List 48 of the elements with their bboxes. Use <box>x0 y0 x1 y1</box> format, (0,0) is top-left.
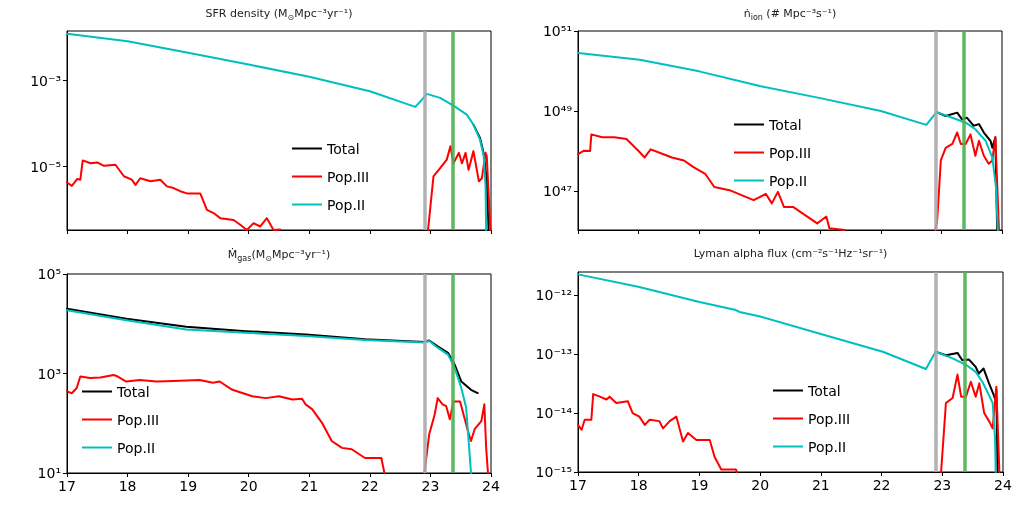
line-series <box>577 52 999 231</box>
line-series <box>66 32 488 231</box>
x-tick-label: 23 <box>933 477 952 493</box>
y-tick-label: 10⁻¹⁴ <box>535 405 573 422</box>
legend-label: Pop.III <box>117 411 160 428</box>
x-tick-label: 22 <box>360 478 379 494</box>
y-tick-label: 10¹ <box>37 465 61 481</box>
x-tick-label: 20 <box>239 478 258 494</box>
x-tick-label: 21 <box>300 478 319 494</box>
legend-label: Total <box>768 116 802 133</box>
legend-label: Pop.II <box>769 172 808 189</box>
x-tick-label: 19 <box>179 478 198 494</box>
y-tick-label: 10⁴⁷ <box>542 183 572 200</box>
y-tick-label: 10⁻³ <box>30 72 61 89</box>
legend-label: Total <box>807 382 841 399</box>
y-tick-label: 10⁻¹³ <box>535 346 572 363</box>
chart-title: Ṁ$_{gas}$(M$_{⊙}$Mpc⁻³yr⁻¹) <box>227 248 331 266</box>
x-tick-label: 17 <box>58 478 76 494</box>
legend-label: Pop.III <box>327 168 370 185</box>
y-tick-label: 10⁻¹⁵ <box>535 464 572 480</box>
line-series <box>66 309 473 474</box>
y-tick-label: 10⁻¹² <box>535 287 572 304</box>
line-series <box>577 273 997 473</box>
x-tick-label: 23 <box>421 478 440 494</box>
x-tick-label: 24 <box>482 478 500 494</box>
y-tick-label: 10⁴⁹ <box>542 103 573 119</box>
y-tick-label: 10³ <box>37 365 61 382</box>
x-tick-label: 21 <box>811 477 830 493</box>
chart-title: Lyman alpha flux (cm⁻²s⁻¹Hz⁻¹sr⁻¹) <box>693 247 888 261</box>
legend-label: Pop.II <box>327 196 366 213</box>
x-tick-label: 22 <box>872 477 891 493</box>
legend-label: Pop.III <box>769 144 812 161</box>
legend-label: Pop.III <box>808 410 851 427</box>
x-tick-label: 20 <box>751 477 770 493</box>
legend-label: Total <box>116 383 150 400</box>
legend-label: Total <box>326 140 360 157</box>
legend-label: Pop.II <box>117 439 156 456</box>
x-tick-label: 19 <box>690 477 709 493</box>
x-tick-label: 18 <box>629 477 648 493</box>
legend-label: Pop.II <box>808 438 847 455</box>
x-tick-label: 18 <box>118 478 137 494</box>
x-tick-label: 24 <box>994 477 1012 493</box>
x-tick-label: 17 <box>569 477 587 493</box>
y-tick-label: 10⁵¹ <box>542 23 572 39</box>
y-tick-label: 10⁵ <box>37 266 61 282</box>
y-tick-label: 10⁻⁵ <box>30 158 61 175</box>
chart-title: ṅ$_{ion}$ (# Mpc⁻³s⁻¹) <box>743 7 837 25</box>
chart-title: SFR density (M$_{⊙}$Mpc⁻³yr⁻¹) <box>205 7 353 25</box>
